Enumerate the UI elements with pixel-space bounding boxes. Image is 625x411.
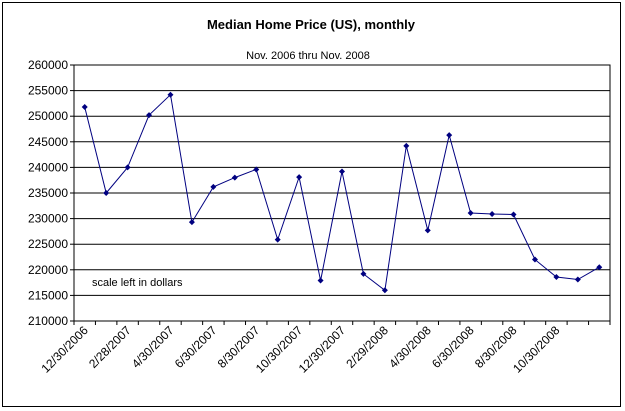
data-point [253, 166, 260, 173]
data-point [403, 142, 410, 149]
chart-frame [2, 2, 621, 407]
x-tick-label: 10/30/2008 [510, 323, 563, 376]
chart-subtitle: Nov. 2006 thru Nov. 2008 [246, 50, 370, 62]
data-point [188, 219, 195, 226]
data-point [274, 236, 281, 243]
x-axis: 12/30/20062/28/20074/30/20076/30/20078/3… [38, 321, 611, 376]
chart-title: Median Home Price (US), monthly [207, 17, 416, 32]
x-tick-label: 4/30/2007 [129, 323, 177, 371]
y-tick-label: 260000 [28, 58, 68, 72]
data-point [531, 256, 538, 263]
x-tick-label: 6/30/2008 [429, 323, 477, 371]
data-point [574, 276, 581, 283]
y-tick-label: 255000 [28, 84, 68, 98]
series-markers [81, 91, 603, 294]
x-tick-label: 12/30/2007 [296, 323, 349, 376]
y-tick-label: 230000 [28, 212, 68, 226]
x-tick-label: 12/30/2006 [38, 323, 91, 376]
data-point [510, 211, 517, 218]
data-point [446, 132, 453, 139]
data-point [424, 227, 431, 234]
data-point [553, 273, 560, 280]
y-tick-label: 240000 [28, 160, 68, 174]
x-tick-label: 4/30/2008 [386, 323, 434, 371]
data-point [339, 168, 345, 175]
data-point [381, 287, 388, 294]
data-point [596, 264, 603, 271]
data-point [231, 174, 238, 181]
data-point [103, 190, 110, 196]
data-point [124, 164, 131, 171]
y-tick-label: 210000 [28, 314, 68, 328]
data-point [210, 183, 217, 190]
y-tick-label: 250000 [28, 109, 68, 123]
data-point [146, 112, 153, 119]
data-point [467, 209, 474, 216]
data-point [167, 91, 174, 98]
data-point [360, 270, 367, 277]
y-tick-label: 235000 [28, 186, 68, 200]
scale-annotation: scale left in dollars [92, 277, 183, 289]
y-tick-label: 220000 [28, 263, 68, 277]
data-point [81, 103, 88, 110]
y-tick-label: 215000 [28, 288, 68, 302]
y-tick-label: 245000 [28, 135, 68, 149]
x-tick-label: 2/29/2008 [343, 323, 391, 371]
x-tick-label: 2/28/2007 [86, 323, 134, 371]
data-point [317, 277, 324, 284]
data-point [489, 210, 496, 217]
y-tick-label: 225000 [28, 237, 68, 251]
y-axis: 210000 215000 220000 225000 230000 235000 2400… [28, 58, 74, 328]
x-tick-label: 6/30/2007 [172, 323, 220, 371]
data-point [296, 174, 303, 181]
